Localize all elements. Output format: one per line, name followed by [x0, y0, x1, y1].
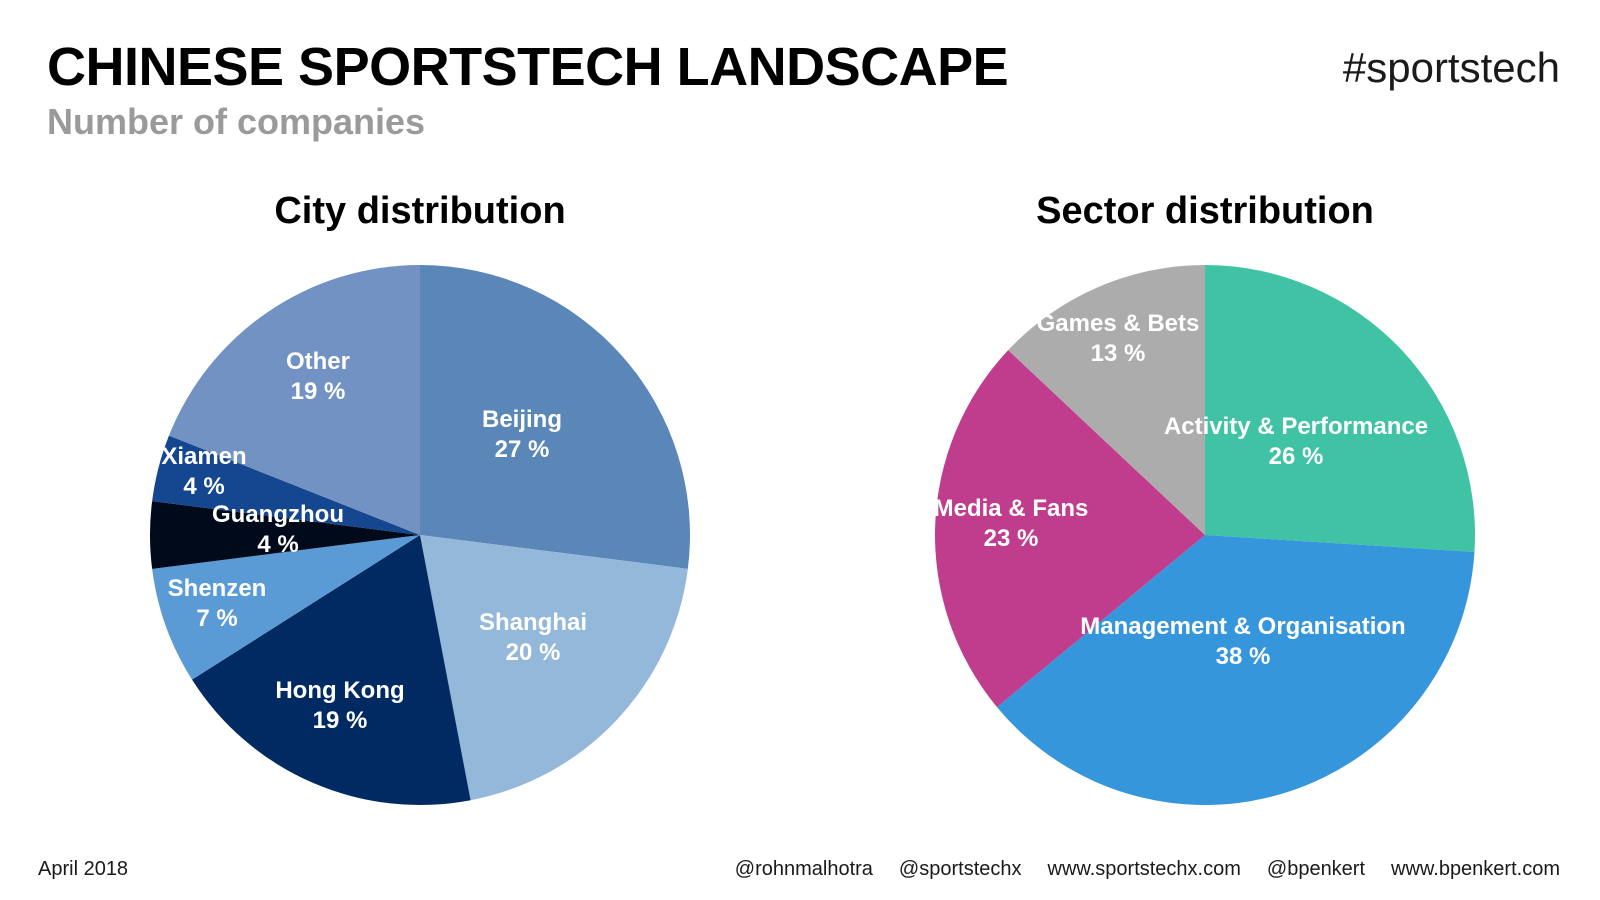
slice-label-activity-and-performance: Activity & Performance — [1164, 413, 1428, 440]
pie-slice-other — [168, 265, 420, 535]
slice-value-media-and-fans: 23 % — [984, 525, 1039, 552]
slice-label-management-and-organisation: Management & Organisation — [1080, 613, 1405, 640]
slice-value-guangzhou: 4 % — [257, 531, 298, 558]
slice-value-shanghai: 20 % — [506, 639, 561, 666]
slice-value-hong-kong: 19 % — [313, 707, 368, 734]
hashtag: #sportstech — [1342, 44, 1560, 91]
pie-slice-management-and-organisation — [996, 535, 1475, 806]
slice-label-guangzhou: Guangzhou — [212, 501, 344, 528]
pie-slice-shenzen — [152, 535, 420, 680]
slice-value-management-and-organisation: 38 % — [1216, 643, 1271, 670]
slice-value-games-and-bets: 13 % — [1091, 340, 1146, 367]
pie-slice-guangzhou — [150, 501, 420, 569]
pie-slice-shanghai — [420, 535, 688, 801]
footer-link-bpenkert[interactable]: @bpenkert — [1266, 858, 1366, 880]
slice-label-games-and-bets: Games & Bets — [1037, 310, 1200, 337]
sector-chart-title: Sector distribution — [1036, 190, 1374, 232]
pie-slice-beijing — [420, 265, 690, 569]
footer-link-sportstechx[interactable]: @sportstechx — [898, 858, 1022, 880]
slice-value-other: 19 % — [291, 378, 346, 405]
slice-label-beijing: Beijing — [482, 406, 562, 433]
footer-link-rohnmalhotra[interactable]: @rohnmalhotra — [734, 858, 873, 880]
slice-label-shenzen: Shenzen — [168, 575, 267, 602]
slice-value-shenzen: 7 % — [196, 605, 237, 632]
city-chart-title: City distribution — [274, 190, 566, 232]
page-title: CHINESE SPORTSTECH LANDSCAPE — [47, 37, 1009, 97]
footer-links: @rohnmalhotra @sportstechx www.sportstec… — [735, 858, 1560, 881]
slice-label-shanghai: Shanghai — [479, 609, 587, 636]
footer-date: April 2018 — [38, 858, 129, 880]
footer-link-bpenkert-site[interactable]: www.bpenkert.com — [1391, 858, 1560, 880]
pie-slice-xiamen — [152, 435, 420, 535]
slice-label-hong-kong: Hong Kong — [275, 677, 404, 704]
footer-link-sportstechx-site[interactable]: www.sportstechx.com — [1047, 858, 1241, 880]
page-subtitle: Number of companies — [47, 101, 426, 142]
slice-label-other: Other — [286, 348, 350, 375]
pie-slice-games-and-bets — [1008, 265, 1205, 535]
pie-slice-hong-kong — [192, 535, 471, 805]
slice-label-media-and-fans: Media & Fans — [934, 495, 1089, 522]
sector-pie-chart: Activity & Performance 26 % Management & O… — [934, 265, 1475, 806]
city-pie-chart: Beijing 27 % Shanghai 20 % Hong Kong 19 % Shen… — [150, 265, 690, 805]
slice-value-xiamen: 4 % — [183, 473, 224, 500]
pie-slice-activity-and-performance — [1205, 265, 1475, 552]
slice-value-beijing: 27 % — [495, 436, 550, 463]
pie-slice-media-and-fans — [935, 350, 1205, 708]
slice-value-activity-and-performance: 26 % — [1269, 443, 1324, 470]
slice-label-xiamen: Xiamen — [161, 443, 246, 470]
